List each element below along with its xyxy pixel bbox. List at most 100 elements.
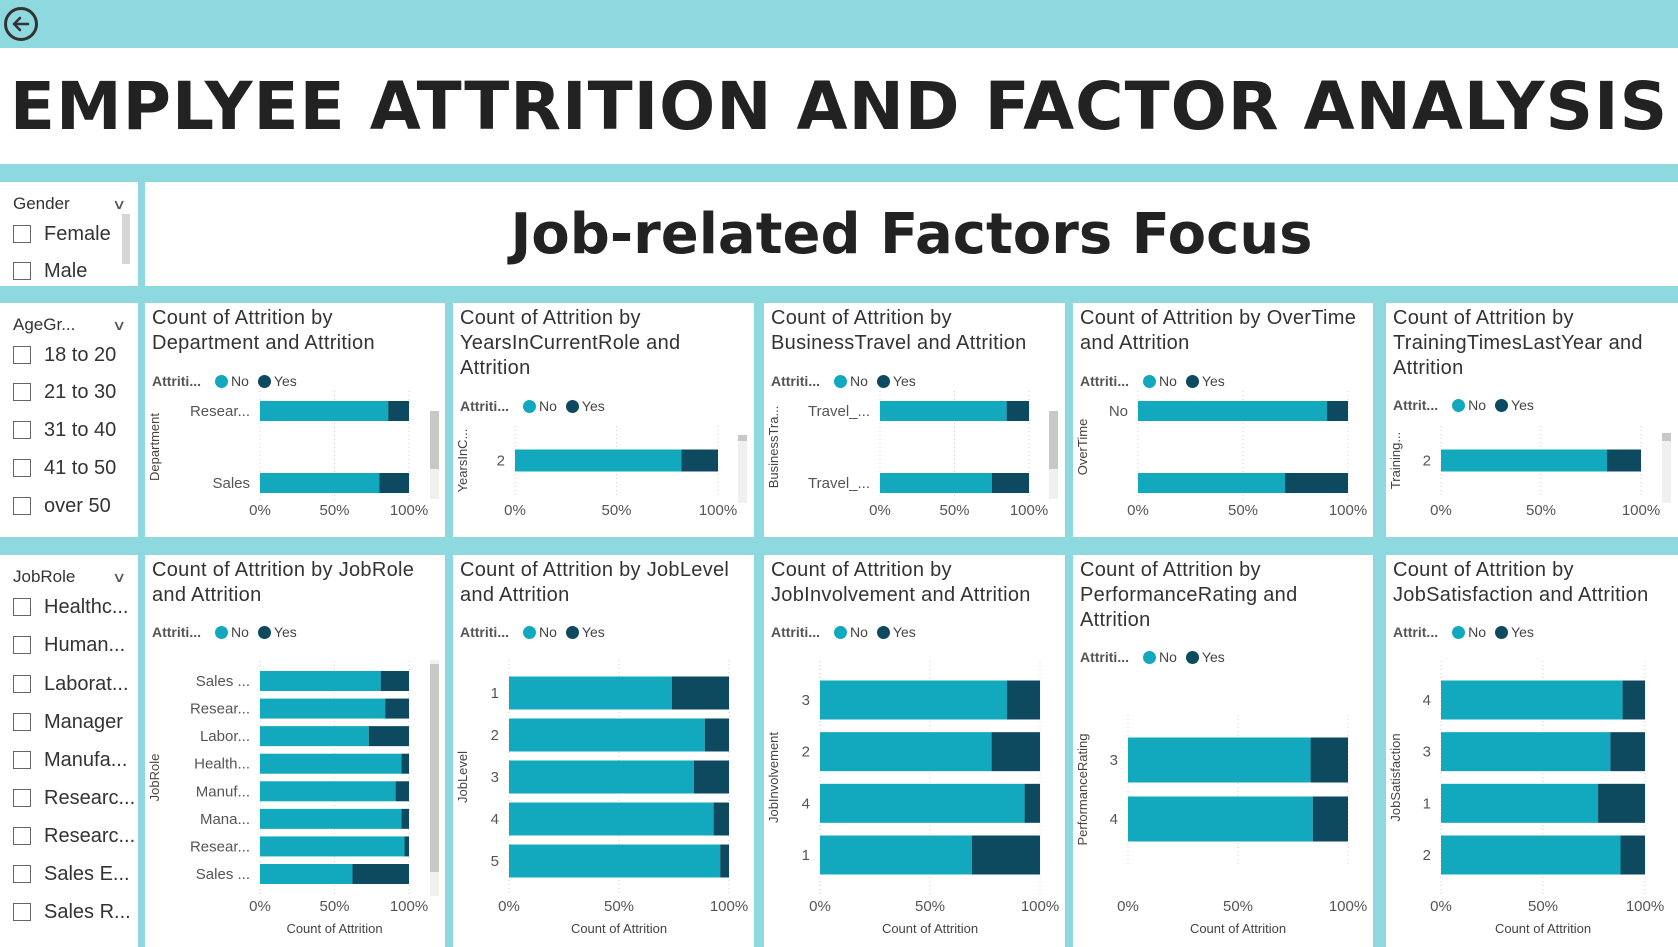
- bar-no[interactable]: [820, 680, 1007, 720]
- bar-yes[interactable]: [1607, 449, 1641, 472]
- legend-item-no[interactable]: No: [834, 373, 868, 389]
- bar-yes[interactable]: [401, 808, 409, 829]
- legend-item-yes[interactable]: Yes: [1185, 373, 1225, 389]
- slicer-option-jobrole[interactable]: Researc...: [13, 821, 135, 851]
- bar-no[interactable]: [1128, 796, 1313, 842]
- jobrole-slicer-header[interactable]: JobRole ∨: [13, 565, 127, 589]
- legend-item-yes[interactable]: Yes: [876, 373, 916, 389]
- bar-yes[interactable]: [991, 732, 1040, 772]
- bar-no[interactable]: [260, 671, 381, 691]
- bar-no[interactable]: [1441, 835, 1621, 875]
- checkbox[interactable]: [13, 675, 31, 693]
- checkbox[interactable]: [13, 459, 31, 477]
- gender-slicer-header[interactable]: Gender ∨: [13, 192, 127, 216]
- slicer-option-jobrole[interactable]: Sales R...: [13, 897, 131, 927]
- bar-yes[interactable]: [379, 473, 409, 493]
- bar-yes[interactable]: [693, 760, 729, 794]
- legend-item-yes[interactable]: Yes: [565, 624, 605, 640]
- slicer-option-female[interactable]: Female: [13, 219, 111, 249]
- bar-yes[interactable]: [1327, 401, 1348, 421]
- legend-item-no[interactable]: No: [523, 624, 557, 640]
- chevron-down-icon[interactable]: ∨: [111, 195, 127, 212]
- checkbox[interactable]: [13, 346, 31, 364]
- bar-no[interactable]: [509, 760, 694, 794]
- bar-no[interactable]: [509, 802, 714, 836]
- bar-yes[interactable]: [380, 671, 409, 691]
- slicer-option-jobrole[interactable]: Manufa...: [13, 745, 127, 775]
- bar-yes[interactable]: [1620, 835, 1645, 875]
- legend-item-no[interactable]: No: [1143, 649, 1177, 665]
- checkbox[interactable]: [13, 497, 31, 515]
- bar-no[interactable]: [1128, 737, 1311, 783]
- legend-item-yes[interactable]: Yes: [1185, 649, 1225, 665]
- legend-item-no[interactable]: No: [834, 624, 868, 640]
- chevron-down-icon[interactable]: ∨: [111, 568, 127, 585]
- slicer-option-jobrole[interactable]: Laborat...: [13, 669, 129, 699]
- bar-no[interactable]: [1441, 783, 1599, 823]
- slicer-option-jobrole[interactable]: Human...: [13, 630, 125, 660]
- slicer-scrollbar[interactable]: [122, 214, 130, 264]
- bar-no[interactable]: [1441, 732, 1611, 772]
- checkbox[interactable]: [13, 383, 31, 401]
- bar-no[interactable]: [260, 698, 386, 719]
- chart-scrollbar[interactable]: [1049, 411, 1058, 499]
- slicer-option-jobrole[interactable]: Healthc...: [13, 592, 128, 622]
- slicer-option-age[interactable]: 21 to 30: [13, 377, 116, 407]
- checkbox[interactable]: [13, 225, 31, 243]
- bar-yes[interactable]: [1622, 680, 1645, 720]
- bar-yes[interactable]: [395, 781, 409, 802]
- bar-yes[interactable]: [1285, 473, 1348, 493]
- checkbox[interactable]: [13, 713, 31, 731]
- bar-yes[interactable]: [720, 844, 729, 878]
- legend-item-no[interactable]: No: [1452, 397, 1486, 413]
- checkbox[interactable]: [13, 636, 31, 654]
- legend-item-yes[interactable]: Yes: [876, 624, 916, 640]
- bar-no[interactable]: [509, 676, 672, 710]
- chart-scrollbar[interactable]: [430, 660, 439, 896]
- bar-yes[interactable]: [971, 835, 1040, 875]
- bar-yes[interactable]: [1312, 796, 1348, 842]
- bar-yes[interactable]: [1007, 680, 1040, 720]
- slicer-option-male[interactable]: Male: [13, 256, 87, 286]
- legend-item-yes[interactable]: Yes: [1495, 624, 1534, 640]
- chart-scrollbar[interactable]: [430, 411, 439, 499]
- bar-no[interactable]: [260, 473, 380, 493]
- chart-scrollbar[interactable]: [738, 435, 747, 503]
- slicer-option-age[interactable]: 18 to 20: [13, 340, 116, 370]
- bar-yes[interactable]: [1310, 737, 1348, 783]
- back-button[interactable]: [4, 7, 38, 41]
- bar-no[interactable]: [260, 836, 405, 857]
- checkbox[interactable]: [13, 751, 31, 769]
- legend-item-yes[interactable]: Yes: [257, 624, 297, 640]
- bar-yes[interactable]: [681, 449, 718, 472]
- bar-no[interactable]: [880, 401, 1007, 421]
- bar-no[interactable]: [820, 732, 992, 772]
- bar-yes[interactable]: [368, 726, 409, 747]
- slicer-option-age[interactable]: over 50: [13, 491, 111, 521]
- chart-scrollbar[interactable]: [1662, 433, 1671, 503]
- checkbox[interactable]: [13, 865, 31, 883]
- bar-yes[interactable]: [671, 676, 729, 710]
- bar-no[interactable]: [515, 449, 682, 472]
- bar-no[interactable]: [260, 726, 369, 747]
- legend-item-yes[interactable]: Yes: [565, 398, 605, 414]
- bar-no[interactable]: [509, 844, 721, 878]
- checkbox[interactable]: [13, 421, 31, 439]
- chevron-down-icon[interactable]: ∨: [111, 316, 127, 333]
- slicer-option-age[interactable]: 31 to 40: [13, 415, 116, 445]
- age-slicer-header[interactable]: AgeGr... ∨: [13, 313, 127, 337]
- slicer-option-age[interactable]: 41 to 50: [13, 453, 116, 483]
- bar-yes[interactable]: [404, 836, 409, 857]
- bar-yes[interactable]: [1610, 732, 1645, 772]
- slicer-option-jobrole[interactable]: Manager: [13, 707, 123, 737]
- checkbox[interactable]: [13, 262, 31, 280]
- bar-no[interactable]: [820, 783, 1025, 823]
- bar-no[interactable]: [1138, 401, 1327, 421]
- legend-item-no[interactable]: No: [523, 398, 557, 414]
- bar-no[interactable]: [509, 718, 705, 752]
- bar-yes[interactable]: [1024, 783, 1040, 823]
- bar-no[interactable]: [260, 753, 402, 774]
- bar-no[interactable]: [820, 835, 972, 875]
- bar-yes[interactable]: [1006, 401, 1029, 421]
- bar-yes[interactable]: [388, 401, 409, 421]
